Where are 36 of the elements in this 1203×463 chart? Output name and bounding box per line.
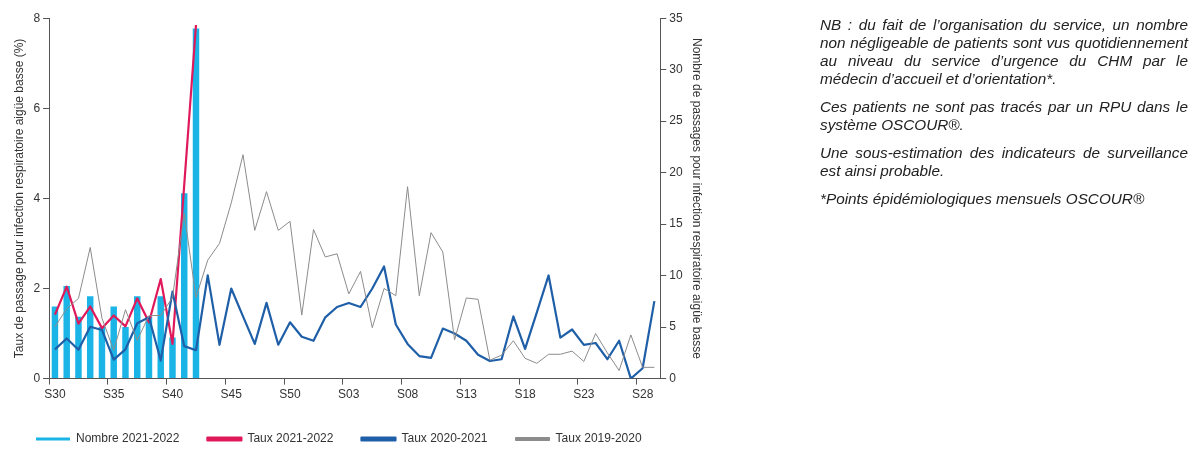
text: Ces patients ne sont pas tracés par un RPU dans le système OSCOUR®. xyxy=(820,98,1188,134)
legend-label: Taux 2019-2020 xyxy=(555,431,642,446)
y2-tick-label: 10 xyxy=(669,267,683,282)
y2-tick-label: 5 xyxy=(669,319,677,334)
y2-tick-label: 25 xyxy=(669,113,683,128)
x-tick-label: S18 xyxy=(514,387,537,402)
x-tick-label: S28 xyxy=(631,387,654,402)
x-tick-label: S30 xyxy=(44,387,66,402)
text: Une sous-estimation des indicateurs de surveillance est ainsi probable. xyxy=(820,144,1188,180)
legend-label: Nombre 2021-2022 xyxy=(76,431,180,446)
y-tick-label: 4 xyxy=(33,190,41,205)
text: NB : du fait de l’organisation du service, un nombre non négligeable de patients sont vus quotidiennement au niveau du service d’urgence du CHM par le médecin d’accueil et d’orientation*. xyxy=(820,16,1188,88)
x-tick-label: S03 xyxy=(338,387,360,402)
legend-label: Taux 2021-2022 xyxy=(247,431,334,446)
x-tick-label: S08 xyxy=(396,387,419,402)
x-tick-label: S23 xyxy=(573,387,595,402)
x-tick-label: S35 xyxy=(103,387,125,402)
x-tick-label: S13 xyxy=(455,387,478,402)
y-tick-label: 8 xyxy=(33,10,41,25)
x-tick-label: S40 xyxy=(161,387,184,402)
y-tick-label: 2 xyxy=(33,280,41,295)
y-axis-title: Taux de passage pour infection respiratoire aigüe basse (%) xyxy=(11,38,26,359)
y2-axis-title: Nombre de passages pour infection respiratoire aigüe basse xyxy=(690,37,705,360)
y-tick-label: 6 xyxy=(33,100,41,115)
bar xyxy=(122,327,129,379)
y2-tick-label: 30 xyxy=(669,62,683,76)
text: *Points épidémiologiques mensuels OSCOUR® xyxy=(820,190,1146,208)
y2-tick-label: 20 xyxy=(669,164,683,179)
y2-tick-label: 0 xyxy=(669,370,677,385)
y-tick-label: 0 xyxy=(33,370,41,385)
x-tick-label: S50 xyxy=(279,387,302,402)
legend-label: Taux 2020-2021 xyxy=(401,431,488,446)
bar xyxy=(169,337,176,379)
y2-tick-label: 35 xyxy=(669,10,683,25)
y2-tick-label: 15 xyxy=(669,216,683,231)
x-tick-label: S45 xyxy=(220,387,243,402)
